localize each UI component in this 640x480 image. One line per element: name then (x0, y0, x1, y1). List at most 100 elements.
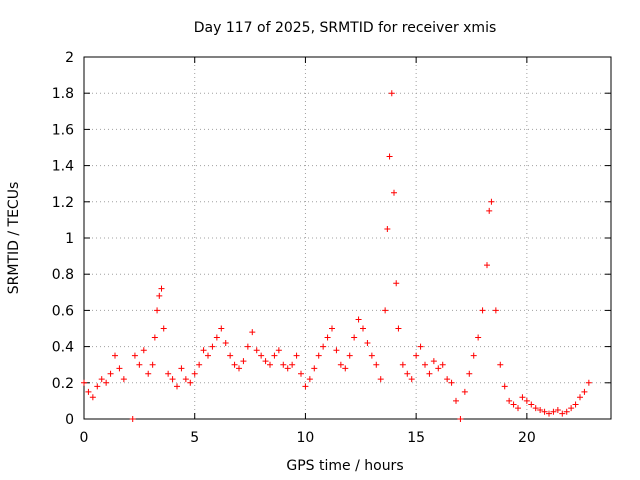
data-point (311, 365, 318, 372)
data-point (337, 361, 344, 368)
data-point (140, 347, 147, 354)
data-point (581, 388, 588, 395)
data-point (158, 285, 165, 292)
data-point (399, 361, 406, 368)
data-point (253, 347, 260, 354)
y-axis-title: SRMTID / TECUs (6, 182, 22, 295)
data-point (417, 343, 424, 350)
data-point (222, 339, 229, 346)
y-tick-label: 0.4 (52, 340, 74, 356)
data-point (196, 361, 203, 368)
data-point (568, 405, 575, 412)
data-point (191, 370, 198, 377)
data-point (320, 343, 327, 350)
data-point (457, 416, 464, 422)
x-axis-title: GPS time / hours (286, 458, 403, 474)
data-point (249, 329, 256, 336)
x-tick-label: 5 (190, 430, 199, 446)
data-point (149, 361, 156, 368)
data-point (355, 316, 362, 323)
data-point (169, 376, 176, 383)
data-point (178, 365, 185, 372)
data-point (293, 352, 300, 359)
data-point (258, 352, 265, 359)
data-point (112, 352, 118, 359)
y-tick-label: 0.8 (52, 267, 74, 283)
data-point (151, 334, 158, 341)
data-point (205, 352, 211, 359)
data-point (523, 397, 530, 404)
data-point (346, 352, 353, 359)
data-point (324, 334, 331, 341)
y-tick-label: 1.6 (52, 122, 74, 138)
data-point (382, 307, 389, 314)
data-point (240, 358, 247, 365)
data-point (550, 408, 557, 415)
data-point (393, 280, 400, 287)
data-point (408, 376, 415, 383)
data-point (486, 207, 493, 214)
data-point (585, 379, 592, 386)
data-point (107, 370, 114, 377)
data-point (209, 343, 216, 350)
data-point (267, 361, 273, 368)
data-point (284, 365, 291, 372)
data-point (298, 370, 304, 377)
data-point (541, 408, 548, 415)
data-point (484, 262, 490, 269)
data-point (280, 361, 287, 368)
data-point (368, 352, 375, 359)
data-point (131, 352, 138, 359)
data-point (333, 347, 340, 354)
y-tick-label: 1.8 (52, 86, 74, 102)
data-point (506, 397, 513, 404)
data-point (395, 325, 402, 332)
grid-lines (84, 57, 611, 419)
axis-ticks: 00.20.40.60.811.21.41.61.820 5 10 15 20 (52, 50, 611, 446)
data-point (515, 405, 521, 412)
data-point (413, 352, 420, 359)
data-point (213, 334, 220, 341)
data-point (98, 376, 105, 383)
data-point (154, 307, 161, 314)
data-point (492, 307, 499, 314)
data-point (315, 352, 322, 359)
y-tick-label: 2 (65, 50, 74, 66)
data-point (302, 383, 309, 390)
data-points (81, 90, 592, 422)
data-point (488, 198, 495, 205)
data-point (572, 401, 579, 408)
data-point (289, 361, 296, 368)
data-point (156, 292, 163, 299)
data-point (244, 343, 251, 350)
data-point (187, 379, 194, 386)
data-point (435, 365, 442, 372)
data-point (453, 397, 459, 404)
data-point (262, 358, 269, 365)
data-point (103, 379, 110, 386)
y-tick-label: 1 (65, 231, 74, 247)
x-tick-label: 20 (518, 430, 536, 446)
data-point (391, 189, 397, 196)
x-tick-label: 15 (407, 430, 425, 446)
data-point (501, 383, 508, 390)
data-point (439, 361, 446, 368)
data-point (236, 365, 242, 372)
data-point (532, 405, 539, 412)
data-point (475, 334, 482, 341)
data-point (546, 410, 552, 417)
data-point (329, 325, 335, 332)
data-point (227, 352, 234, 359)
data-point (200, 347, 207, 354)
data-point (81, 379, 87, 386)
data-point (430, 358, 437, 365)
data-point (461, 388, 468, 395)
data-point (470, 352, 477, 359)
data-point (136, 361, 143, 368)
data-point (306, 376, 313, 383)
data-point (528, 401, 535, 408)
data-point (275, 347, 282, 354)
data-point (466, 370, 473, 377)
data-point (388, 90, 395, 97)
data-point (479, 307, 486, 314)
